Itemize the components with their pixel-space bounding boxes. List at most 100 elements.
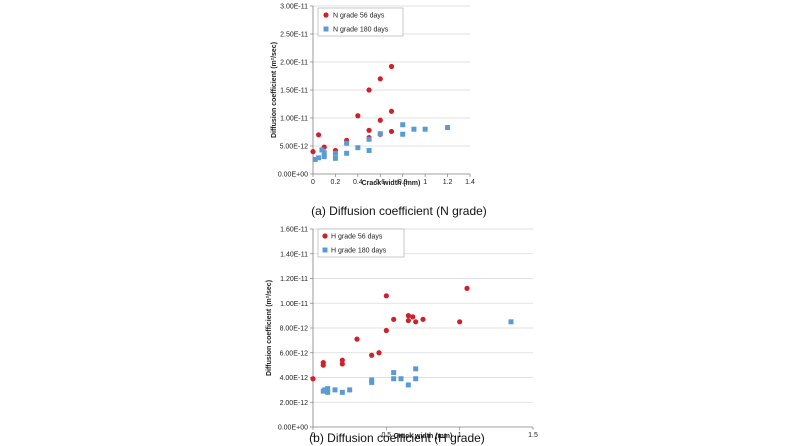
y-tick-label: 1.00E-11 — [280, 301, 308, 308]
x-axis-title-n-grade: Crack width (mm) — [362, 180, 421, 187]
data-point-circle — [420, 316, 426, 322]
legend-marker-h-56-days — [322, 233, 328, 239]
data-point-square — [391, 370, 397, 376]
legend-h-grade: H grade 56 days H grade 180 days — [317, 228, 405, 258]
legend-box-h-grade — [317, 228, 405, 258]
data-point-square — [339, 389, 345, 395]
data-point-square — [508, 319, 514, 325]
data-point-circle — [383, 327, 389, 334]
data-point-square — [422, 126, 428, 132]
data-point-circle — [413, 319, 419, 325]
x-tick-label: 0.8 — [398, 179, 408, 186]
x-tick-label: 0.6 — [375, 179, 385, 186]
data-point-circle — [405, 317, 411, 324]
x-tick-label: 0.5 — [381, 432, 391, 439]
legend-box-n-grade — [317, 7, 404, 37]
data-point-square — [398, 376, 404, 382]
y-tick-label: 1.60E-11 — [280, 227, 308, 234]
x-tick-label: 1.2 — [443, 179, 453, 186]
x-tick-labels-n-grade: 0 0.2 0.4 0.6 0.8 1 1.2 1.4 — [311, 174, 475, 186]
data-point-square — [332, 150, 338, 156]
data-point-circle — [339, 357, 345, 363]
data-point-circle — [388, 108, 395, 114]
data-point-square — [413, 376, 419, 382]
legend-label-h-180-days: H grade 180 days — [331, 248, 387, 255]
data-point-square — [316, 155, 322, 161]
data-point-square — [355, 145, 361, 151]
caption-h-grade: (b) Diffusion coefficient (H grade) — [309, 431, 485, 445]
data-point-circle — [366, 87, 372, 93]
y-tick-label: 2.00E-11 — [280, 60, 308, 67]
x-tick-label: 1 — [458, 432, 462, 439]
data-point-circle — [310, 149, 316, 155]
data-point-square — [413, 366, 419, 372]
data-point-circle — [388, 128, 395, 135]
data-point-circle — [366, 127, 372, 133]
data-point-square — [325, 386, 331, 392]
y-tick-label: 4.00E-12 — [280, 375, 309, 382]
data-point-square — [400, 131, 406, 137]
data-point-circle — [376, 350, 382, 356]
data-point-square — [405, 382, 411, 388]
data-point-square — [400, 122, 406, 128]
data-point-square — [319, 147, 325, 153]
data-point-square — [369, 377, 375, 383]
x-tick-label: 0 — [311, 179, 315, 186]
x-tick-labels-h-grade: 0 0.5 1 1.5 — [311, 427, 538, 439]
x-tick-label: 1 — [423, 179, 427, 186]
data-point-circle — [391, 316, 397, 322]
data-point-circle — [410, 314, 416, 320]
data-point-square — [366, 136, 372, 142]
data-point-square — [377, 131, 383, 137]
x-axis-title-h-grade: Crack width (mm) — [394, 433, 453, 440]
chart-h-grade: 0.00E+00 2.00E-12 4.00E-12 6.00E-12 8.00E-12… — [266, 227, 538, 446]
x-tick-label: 1.4 — [465, 179, 475, 186]
data-point-square — [325, 389, 331, 395]
legend-marker-180-days — [323, 26, 329, 32]
y-axis-title-h-grade: Diffusion coefficient (m²/sec) — [266, 280, 273, 376]
data-point-circle — [457, 319, 463, 325]
data-point-circle — [310, 376, 316, 382]
data-point-square — [366, 147, 372, 153]
y-tick-label: 1.00E-11 — [280, 116, 308, 123]
data-point-circle — [377, 117, 383, 123]
data-point-circle — [354, 336, 360, 342]
legend-marker-56-days — [323, 12, 329, 18]
data-point-square — [391, 376, 397, 382]
data-point-circle — [320, 362, 326, 368]
legend-label-180-days: N grade 180 days — [333, 27, 389, 34]
y-tick-label: 0.00E+00 — [278, 425, 308, 432]
data-point-square — [347, 387, 353, 393]
data-point-circle — [369, 352, 375, 358]
x-tick-label: 0.4 — [353, 179, 363, 186]
data-point-circle — [388, 63, 395, 70]
data-point-square — [445, 125, 451, 131]
y-tick-label: 5.00E-12 — [280, 144, 309, 151]
data-point-square — [344, 140, 350, 146]
data-point-square — [332, 155, 338, 161]
y-tick-label: 2.00E-12 — [280, 400, 309, 407]
x-tick-label: 0.2 — [331, 179, 341, 186]
y-tick-label: 0.00E+00 — [278, 172, 308, 179]
legend-marker-h-180-days — [322, 247, 328, 253]
data-point-circle — [377, 76, 383, 82]
y-tick-label: 2.50E-11 — [280, 32, 308, 39]
caption-n-grade: (a) Diffusion coefficient (N grade) — [311, 204, 487, 218]
data-point-square — [332, 387, 338, 393]
data-points-h-grade — [310, 285, 514, 395]
data-point-circle — [405, 313, 411, 319]
data-point-square — [344, 150, 350, 156]
x-tick-label: 1.5 — [528, 432, 538, 439]
y-tick-label: 6.00E-12 — [280, 350, 309, 357]
y-tick-label: 8.00E-12 — [280, 326, 309, 333]
data-point-circle — [339, 361, 345, 367]
y-tick-label: 1.40E-11 — [280, 251, 308, 258]
data-point-square — [312, 156, 318, 162]
legend-n-grade: N grade 56 days N grade 180 days — [317, 7, 404, 37]
data-point-circle — [355, 113, 361, 119]
y-tick-label: 1.20E-11 — [280, 276, 308, 283]
y-tick-labels-h-grade: 0.00E+00 2.00E-12 4.00E-12 6.00E-12 8.00E-12… — [278, 227, 313, 432]
y-tick-labels-n-grade: 0.00E+00 5.00E-12 1.00E-11 1.50E-11 2.00E-11… — [278, 4, 313, 179]
chart-n-grade: 0.00E+00 5.00E-12 1.00E-11 1.50E-11 2.00E-11… — [271, 4, 487, 219]
